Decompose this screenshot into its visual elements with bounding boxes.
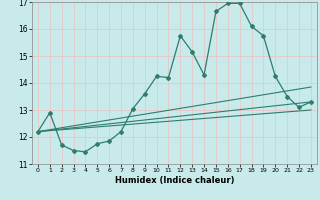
X-axis label: Humidex (Indice chaleur): Humidex (Indice chaleur) [115,176,234,185]
